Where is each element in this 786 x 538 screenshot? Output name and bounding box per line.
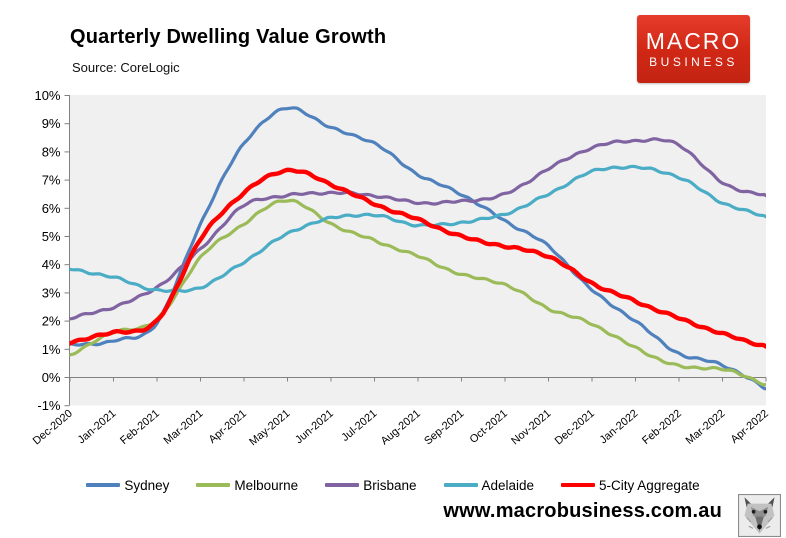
legend-item-adelaide: Adelaide xyxy=(443,477,535,493)
y-axis-tick-label: 9% xyxy=(42,116,61,131)
y-axis-tick-label: 1% xyxy=(42,342,61,357)
x-axis-tick-label: Jan-2021 xyxy=(76,408,119,447)
legend-item-melbourne: Melbourne xyxy=(196,478,298,493)
x-axis-tick-label: Mar-2021 xyxy=(162,408,206,447)
chart-legend: Sydney Melbourne Brisbane Adelaide 5-Cit… xyxy=(0,472,786,498)
x-axis-tick-label: Jul-2021 xyxy=(339,408,379,444)
legend-label-melbourne: Melbourne xyxy=(234,477,299,493)
logo-text-macro: MACRO xyxy=(645,28,742,54)
chart-source-label: Source: CoreLogic xyxy=(72,60,180,75)
legend-swatch-melbourne xyxy=(196,483,231,487)
series-line-adelaide xyxy=(69,164,766,293)
x-axis-tick-label: May-2021 xyxy=(247,408,292,449)
x-axis-tick-label: Nov-2021 xyxy=(509,408,553,448)
x-axis-tick-label: Dec-2020 xyxy=(31,408,75,448)
y-axis-tick-label: -1% xyxy=(37,398,61,413)
website-url: www.macrobusiness.com.au xyxy=(443,500,722,522)
x-axis-tick-label: Dec-2021 xyxy=(553,408,597,448)
legend-swatch-adelaide xyxy=(443,483,478,487)
y-axis-tick-label: 7% xyxy=(42,173,61,188)
legend-label-adelaide: Adelaide xyxy=(481,477,535,493)
legend-swatch-sydney xyxy=(86,483,121,487)
legend-label-sydney: Sydney xyxy=(124,477,170,493)
x-axis-tick-label: Sep-2021 xyxy=(422,408,466,448)
y-axis-tick-label: 3% xyxy=(42,285,61,300)
x-axis-tick-label: Aug-2021 xyxy=(379,408,423,448)
legend-swatch-brisbane xyxy=(325,483,360,487)
series-line-5-city-aggregate xyxy=(69,167,766,349)
x-axis-tick-label: Apr-2022 xyxy=(729,408,771,446)
y-axis-tick-label: 5% xyxy=(42,229,61,244)
logo-text-business: BUSINESS xyxy=(649,55,738,69)
legend-swatch-5city-aggregate xyxy=(561,482,596,488)
y-axis-tick-label: 0% xyxy=(42,370,61,385)
legend-label-5city-aggregate: 5-City Aggregate xyxy=(599,477,700,493)
chart-title: Quarterly Dwelling Value Growth xyxy=(70,26,387,48)
wolf-logo-image xyxy=(738,494,781,537)
x-axis-tick-label: Apr-2021 xyxy=(207,408,249,446)
y-axis-tick-label: 10% xyxy=(34,88,60,103)
plot-area xyxy=(69,95,766,406)
y-axis-tick-label: 2% xyxy=(42,314,61,329)
x-axis-tick-label: Feb-2022 xyxy=(640,408,684,447)
x-axis-tick-label: Oct-2021 xyxy=(468,408,510,446)
y-axis-tick-label: 8% xyxy=(42,144,61,159)
legend-item-5city-aggregate: 5-City Aggregate xyxy=(561,478,700,493)
series-line-sydney xyxy=(69,106,766,391)
legend-label-brisbane: Brisbane xyxy=(363,477,417,493)
x-axis-tick-label: Mar-2022 xyxy=(684,408,728,447)
x-axis-tick-label: Feb-2021 xyxy=(118,408,162,447)
x-axis-tick-label: Jun-2021 xyxy=(293,408,336,447)
series-line-melbourne xyxy=(69,198,766,387)
y-axis-tick-label: 4% xyxy=(42,257,61,272)
legend-item-sydney: Sydney xyxy=(86,478,169,493)
macrobusiness-logo: MACRO BUSINESS xyxy=(637,15,750,83)
x-axis-tick-label: Jan-2022 xyxy=(598,408,641,447)
legend-item-brisbane: Brisbane xyxy=(325,477,417,493)
y-axis-tick-label: 6% xyxy=(42,201,61,216)
